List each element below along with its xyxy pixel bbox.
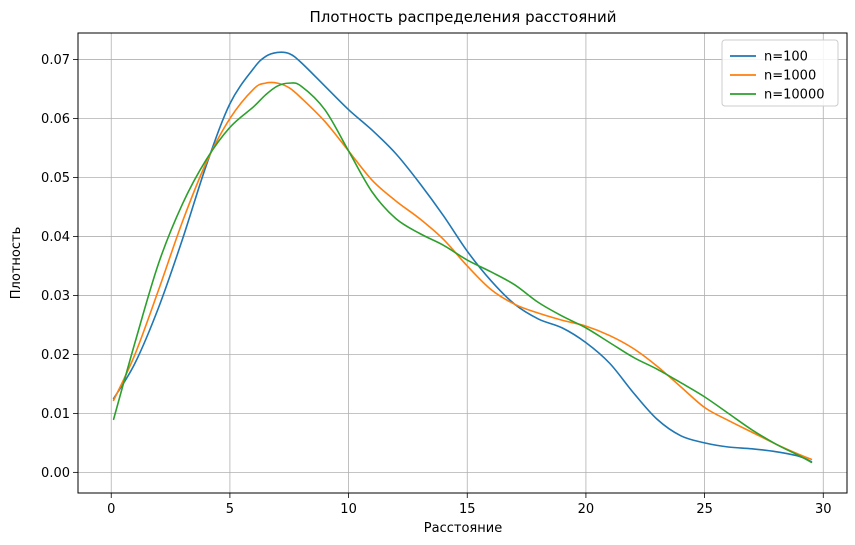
y-tick-label: 0.07 — [41, 53, 70, 68]
x-axis-label: Расстояние — [424, 521, 502, 536]
grid — [78, 33, 847, 493]
x-tick-label: 20 — [578, 502, 595, 517]
y-tick-label: 0.01 — [41, 407, 70, 422]
y-tick-label: 0.02 — [41, 348, 70, 363]
y-axis-label: Плотность — [9, 227, 24, 299]
y-tick-label: 0.04 — [41, 230, 70, 245]
y-tick-label: 0.03 — [41, 289, 70, 304]
x-tick-label: 10 — [340, 502, 357, 517]
chart-title: Плотность распределения расстояний — [309, 8, 616, 26]
x-axis: 0 5 10 15 20 25 30 — [107, 493, 832, 517]
series-line-3 — [112, 82, 813, 464]
series-line-2 — [112, 81, 813, 461]
legend-label-2: n=1000 — [764, 69, 816, 84]
series-lines — [112, 51, 813, 464]
x-tick-label: 30 — [815, 502, 832, 517]
y-tick-label: 0.00 — [41, 466, 70, 481]
y-tick-label: 0.06 — [41, 112, 70, 127]
x-tick-label: 0 — [107, 502, 115, 517]
y-tick-label: 0.05 — [41, 171, 70, 186]
legend-label-3: n=10000 — [764, 88, 825, 103]
legend: n=100 n=1000 n=10000 — [721, 39, 839, 107]
series-line-1 — [112, 51, 813, 463]
x-tick-label: 15 — [459, 502, 476, 517]
plot-frame — [77, 32, 848, 494]
legend-label-1: n=100 — [764, 50, 808, 65]
x-tick-label: 5 — [226, 502, 234, 517]
x-tick-label: 25 — [696, 502, 713, 517]
y-axis: 0.00 0.01 0.02 0.03 0.04 0.05 0.06 0.07 — [41, 53, 78, 481]
